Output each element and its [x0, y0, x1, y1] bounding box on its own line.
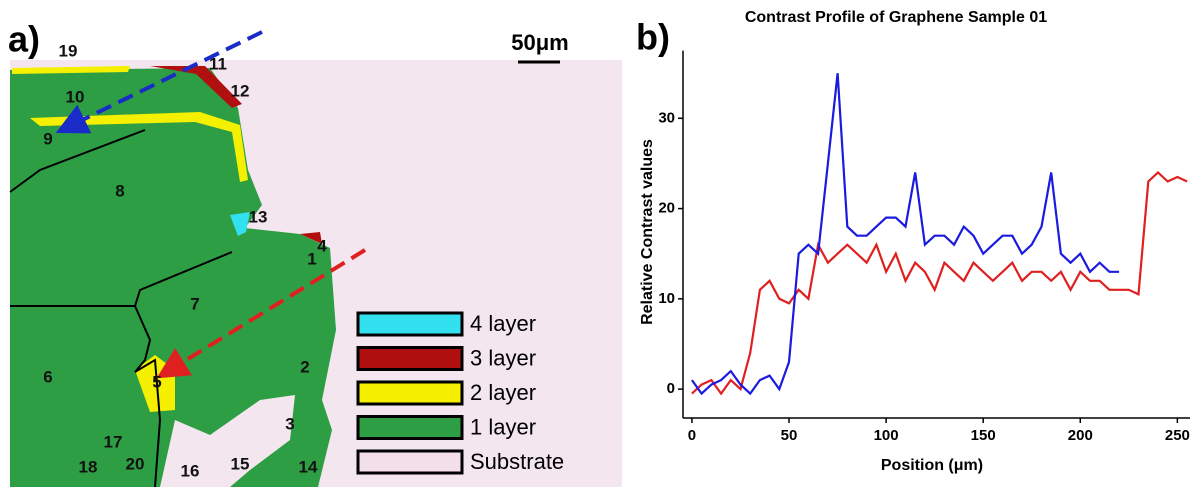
x-tick-label: 150	[971, 427, 996, 444]
region-label: 18	[79, 457, 98, 476]
scale-bar-label: 50μm	[511, 30, 569, 55]
y-tick-label: 20	[658, 200, 675, 217]
x-tick-label: 100	[874, 427, 899, 444]
region-label: 10	[66, 87, 85, 106]
panel-label: a)	[8, 19, 40, 60]
boundary	[10, 251, 233, 307]
layer3	[300, 232, 322, 244]
region-label: 1	[307, 249, 316, 268]
region-label: 14	[299, 457, 318, 476]
y-tick-label: 0	[667, 380, 675, 397]
boundary	[134, 305, 162, 488]
region-label: 2	[300, 357, 309, 376]
panel-label: b)	[636, 17, 670, 58]
region-label: 3	[285, 414, 294, 433]
y-tick-label: 30	[658, 109, 675, 126]
x-tick-label: 250	[1165, 427, 1190, 444]
region-label: 11	[209, 54, 227, 73]
x-tick-label: 200	[1068, 427, 1093, 444]
profile-arrow	[156, 248, 367, 379]
region-label: 17	[104, 432, 123, 451]
x-axis-label: Position (μm)	[881, 457, 983, 474]
legend-label: 3 layer	[470, 345, 536, 370]
panel-b: b) Contrast Profile of Graphene Sample 0…	[636, 9, 1190, 474]
legend-label: 1 layer	[470, 414, 536, 439]
legend-swatch	[356, 449, 464, 475]
region-label: 16	[181, 461, 200, 480]
layer4	[230, 212, 250, 236]
layer3	[150, 66, 242, 108]
region-label: 9	[43, 129, 52, 148]
region-label: 19	[59, 41, 78, 60]
graphene-1-layer	[10, 68, 336, 487]
line-series	[691, 73, 1120, 396]
boundary	[9, 129, 146, 193]
legend-label: 2 layer	[470, 380, 536, 405]
region-label: 5	[152, 372, 161, 391]
profile-arrow	[55, 30, 263, 134]
legend-swatch	[356, 346, 464, 371]
x-tick-label: 50	[781, 427, 798, 444]
region-label: 7	[190, 294, 199, 313]
chart-title: Contrast Profile of Graphene Sample 01	[745, 9, 1047, 26]
region-label: 4	[317, 236, 327, 255]
y-tick-label: 10	[658, 290, 675, 307]
y-axis-label: Relative Contrast values	[639, 139, 656, 325]
region-label: 12	[231, 81, 250, 100]
layer2	[30, 112, 248, 182]
legend-swatch	[356, 380, 464, 406]
region-label: 6	[43, 367, 52, 386]
region-label: 20	[126, 454, 145, 473]
legend-label: 4 layer	[470, 311, 536, 336]
region-label: 13	[249, 207, 268, 226]
substrate-gap	[160, 395, 295, 487]
legend-swatch	[356, 415, 464, 440]
legend-label: Substrate	[470, 449, 564, 474]
legend-swatch	[356, 311, 464, 337]
layer2	[12, 66, 130, 74]
line-series	[691, 170, 1188, 396]
x-tick-label: 0	[688, 427, 696, 444]
region-label: 15	[231, 454, 250, 473]
region-label: 8	[115, 181, 124, 200]
